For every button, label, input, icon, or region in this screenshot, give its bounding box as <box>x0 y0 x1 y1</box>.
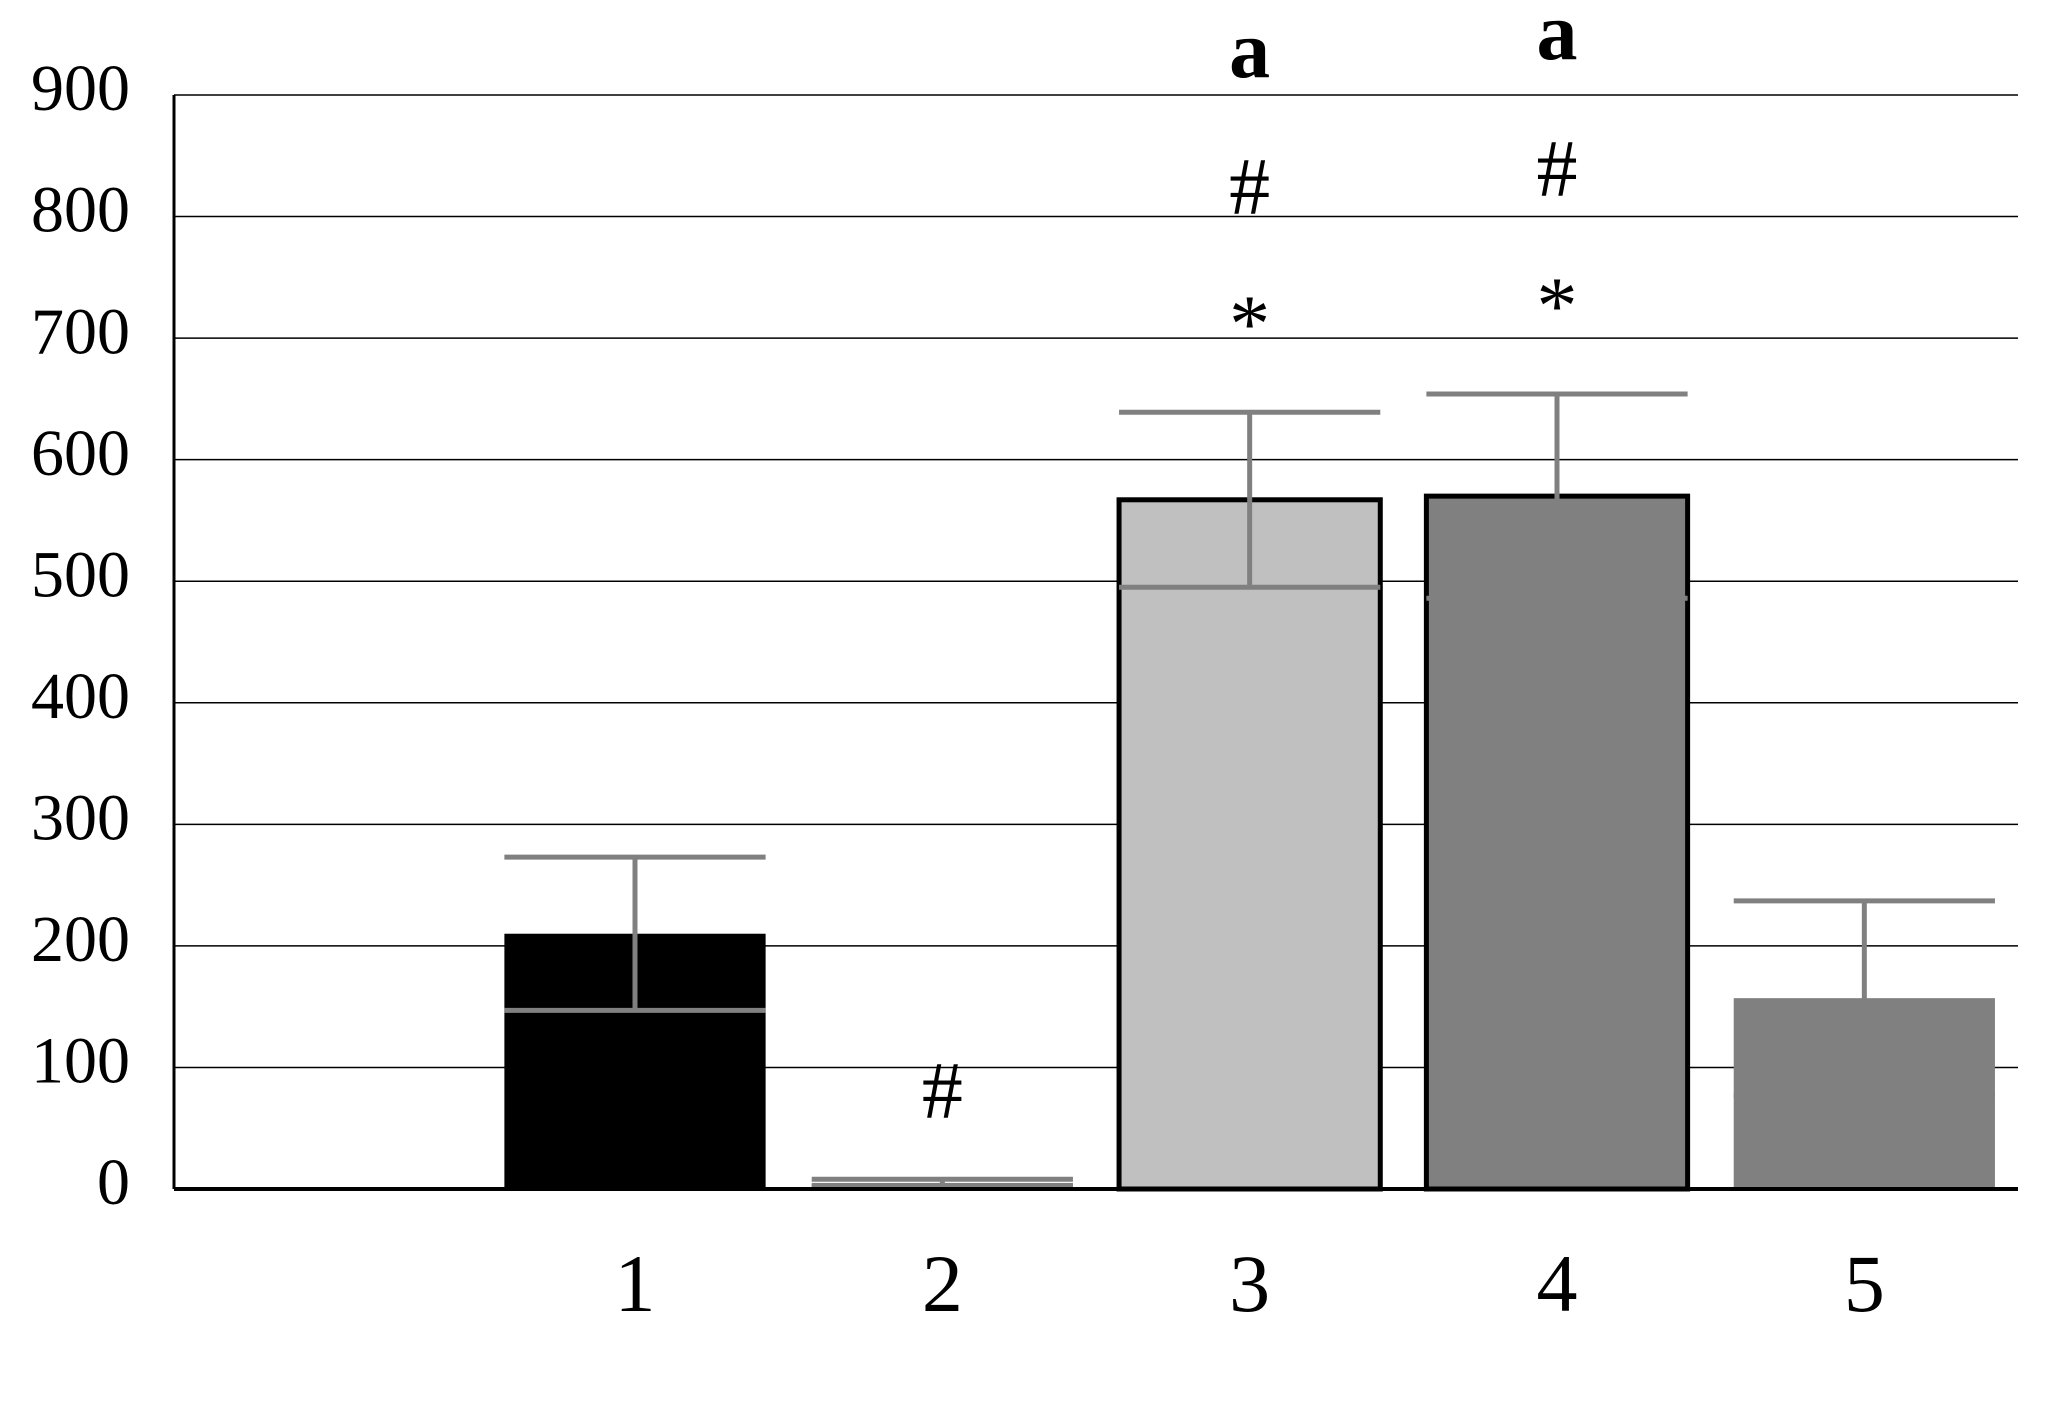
x-tick-label: 2 <box>922 1238 963 1329</box>
x-tick-label: 4 <box>1537 1238 1578 1329</box>
y-tick-label: 800 <box>31 174 130 247</box>
x-tick-label: 1 <box>615 1238 656 1329</box>
y-tick-label: 500 <box>31 538 130 611</box>
annotation: # <box>922 1045 963 1136</box>
annotation: * <box>1537 260 1578 351</box>
bar <box>1116 497 1383 1192</box>
annotation: a <box>1229 4 1270 95</box>
y-tick-label: 900 <box>31 52 130 125</box>
annotation: a <box>1537 0 1578 77</box>
y-tick-label: 600 <box>31 417 130 490</box>
y-tick-label: 200 <box>31 903 130 976</box>
y-tick-label: 300 <box>31 781 130 854</box>
annotation: # <box>1537 123 1578 214</box>
y-tick-label: 100 <box>31 1025 130 1098</box>
y-tick-label: 700 <box>31 295 130 368</box>
annotation: # <box>1229 141 1270 232</box>
bar <box>1423 493 1691 1192</box>
x-tick-label: 3 <box>1229 1238 1270 1329</box>
annotation: * <box>1229 278 1270 369</box>
y-tick-label: 0 <box>97 1146 130 1219</box>
x-tick-label: 5 <box>1844 1238 1885 1329</box>
y-tick-label: 400 <box>31 660 130 733</box>
